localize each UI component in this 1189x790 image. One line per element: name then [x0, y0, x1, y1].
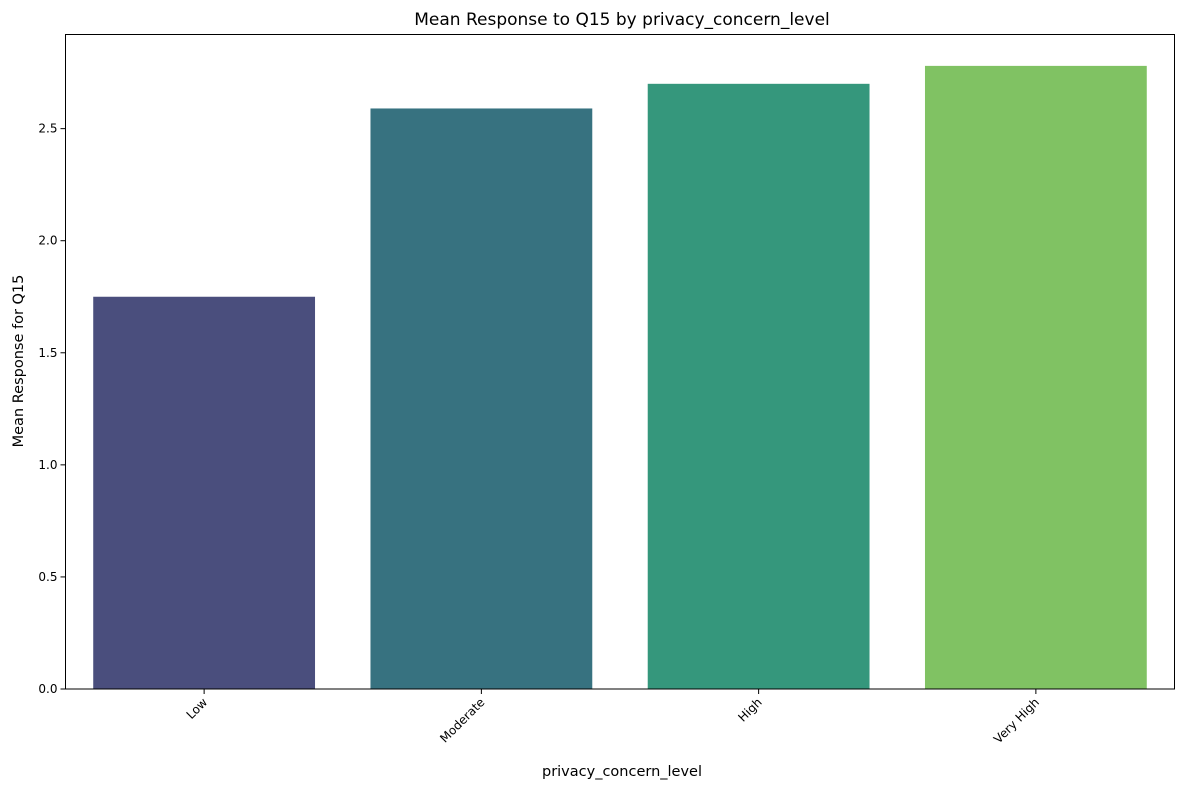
bar-moderate — [370, 108, 593, 689]
plot-frame — [65, 34, 1175, 690]
x-tick-label: Moderate — [437, 695, 487, 745]
y-tick-label: 1.5 — [38, 346, 57, 360]
x-axis-label: privacy_concern_level — [542, 764, 702, 780]
x-tick-label: Low — [184, 695, 211, 722]
y-tick-label: 0.5 — [38, 570, 57, 584]
bar-very-high — [924, 65, 1147, 690]
bar-low — [93, 296, 316, 689]
y-axis-label: Mean Response for Q15 — [11, 275, 27, 448]
y-tick-label: 1.0 — [38, 458, 57, 472]
x-axis-ticks: Low Moderate High Very High — [184, 689, 1042, 746]
y-tick-label: 2.0 — [38, 234, 57, 248]
y-axis-ticks: 0.0 0.5 1.0 1.5 2.0 2.5 — [38, 122, 66, 696]
y-tick-label: 0.0 — [38, 682, 57, 696]
x-tick-label: High — [735, 695, 764, 724]
chart-title: Mean Response to Q15 by privacy_concern_… — [414, 10, 830, 30]
bar-high — [647, 83, 870, 689]
y-tick-label: 2.5 — [38, 122, 57, 136]
bars-group — [93, 65, 1147, 690]
x-tick-label: Very High — [991, 695, 1042, 746]
